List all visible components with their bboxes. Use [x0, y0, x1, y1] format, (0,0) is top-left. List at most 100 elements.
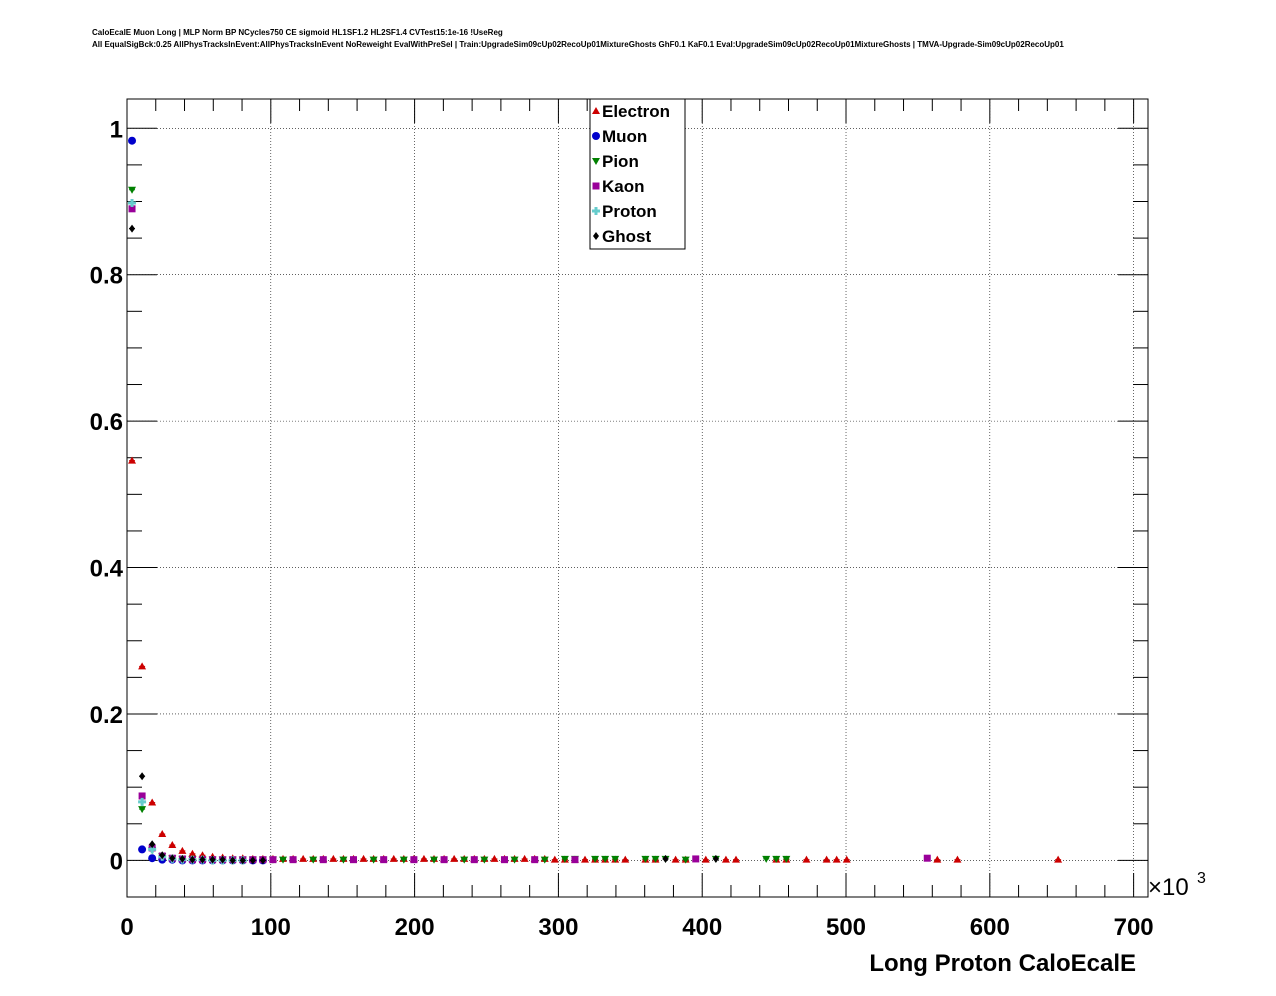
- point-pion: [510, 856, 519, 864]
- point-proton: [128, 198, 137, 207]
- point-electron: [621, 855, 630, 863]
- point-pion: [138, 806, 147, 814]
- point-electron: [581, 855, 590, 863]
- legend-marker-proton: [592, 207, 600, 215]
- point-kaon: [692, 855, 700, 863]
- chart-title-line2: All EqualSigBck:0.25 AllPhysTracksInEven…: [92, 40, 1064, 49]
- point-proton: [148, 845, 157, 854]
- legend-entry-pion: Pion: [592, 152, 639, 171]
- point-kaon: [289, 856, 297, 864]
- point-pion: [309, 856, 318, 864]
- x-axis-scale-label: ×10: [1148, 874, 1189, 901]
- point-kaon: [349, 856, 357, 864]
- series-kaon: [128, 205, 931, 864]
- point-electron: [128, 456, 137, 464]
- point-electron: [359, 854, 368, 862]
- point-pion: [339, 856, 348, 864]
- point-ghost: [159, 851, 166, 860]
- point-ghost: [219, 855, 226, 864]
- x-tick-label: 700: [1114, 914, 1154, 941]
- point-ghost: [139, 772, 146, 781]
- point-pion: [369, 856, 378, 864]
- legend-marker-kaon: [592, 182, 600, 190]
- point-pion: [591, 855, 600, 863]
- point-electron: [419, 854, 428, 862]
- point-ghost: [179, 854, 186, 863]
- x-tick-label: 100: [251, 914, 291, 941]
- point-kaon: [571, 856, 579, 864]
- point-pion: [399, 856, 408, 864]
- point-electron: [822, 855, 831, 863]
- x-tick-label: 200: [395, 914, 435, 941]
- series-muon: [128, 136, 267, 865]
- point-electron: [933, 855, 942, 863]
- point-electron: [158, 830, 167, 838]
- point-electron: [671, 855, 680, 863]
- series-ghost: [129, 224, 719, 865]
- point-kaon: [410, 856, 418, 864]
- legend: Electron Muon Pion Kaon Proton Ghost: [589, 98, 686, 250]
- point-ghost: [129, 224, 136, 233]
- point-kaon: [128, 205, 136, 213]
- data-points: [128, 136, 1063, 865]
- legend-label-proton: Proton: [602, 202, 657, 221]
- point-kaon: [500, 856, 508, 864]
- legend-entry-electron: Electron: [592, 102, 670, 121]
- point-kaon: [319, 856, 327, 864]
- point-electron: [832, 855, 841, 863]
- y-tick-label: 1: [110, 116, 123, 143]
- point-electron: [721, 855, 730, 863]
- legend-label-ghost: Ghost: [602, 227, 651, 246]
- x-axis-tick-labels: 0 100 200 300 400 500 600 700: [120, 914, 1153, 941]
- point-pion: [460, 856, 469, 864]
- legend-marker-pion: [592, 158, 600, 165]
- point-kaon: [138, 792, 146, 800]
- point-electron: [188, 849, 197, 857]
- x-tick-label: 600: [970, 914, 1010, 941]
- point-ghost: [239, 856, 246, 865]
- point-pion: [430, 856, 439, 864]
- point-kaon: [269, 856, 277, 864]
- point-electron: [732, 855, 741, 863]
- series-proton: [128, 198, 247, 865]
- point-ghost: [199, 855, 206, 864]
- point-pion: [601, 855, 610, 863]
- point-electron: [520, 854, 529, 862]
- point-electron: [490, 854, 499, 862]
- point-pion: [782, 855, 791, 863]
- point-electron: [450, 854, 459, 862]
- point-electron: [138, 662, 147, 670]
- point-ghost: [189, 855, 196, 864]
- y-tick-label: 0.4: [90, 556, 124, 583]
- point-ghost: [229, 856, 236, 865]
- point-pion: [560, 855, 569, 863]
- point-electron: [168, 841, 177, 849]
- series-electron: [128, 456, 1063, 863]
- point-ghost: [149, 840, 156, 849]
- point-muon: [128, 136, 137, 145]
- point-kaon: [531, 856, 539, 864]
- x-tick-label: 300: [538, 914, 578, 941]
- legend-marker-muon: [592, 132, 600, 140]
- point-electron: [389, 854, 398, 862]
- point-electron: [802, 855, 811, 863]
- y-axis-tick-labels: 0 0.2 0.4 0.6 0.8 1: [90, 116, 124, 875]
- x-axis-scale-exponent: 3: [1197, 870, 1206, 887]
- point-electron: [299, 854, 308, 862]
- legend-label-muon: Muon: [602, 127, 647, 146]
- point-kaon: [470, 856, 478, 864]
- point-muon: [138, 845, 147, 854]
- grid: [127, 99, 1148, 897]
- legend-entry-muon: Muon: [592, 127, 647, 146]
- x-tick-label: 500: [826, 914, 866, 941]
- point-ghost: [259, 856, 266, 865]
- axis-ticks: [126, 99, 1148, 898]
- point-ghost: [169, 854, 176, 863]
- legend-label-pion: Pion: [602, 152, 639, 171]
- point-pion: [611, 855, 620, 863]
- point-pion: [651, 855, 660, 863]
- point-ghost: [249, 856, 256, 865]
- point-electron: [1054, 855, 1063, 863]
- y-tick-label: 0.2: [90, 702, 123, 729]
